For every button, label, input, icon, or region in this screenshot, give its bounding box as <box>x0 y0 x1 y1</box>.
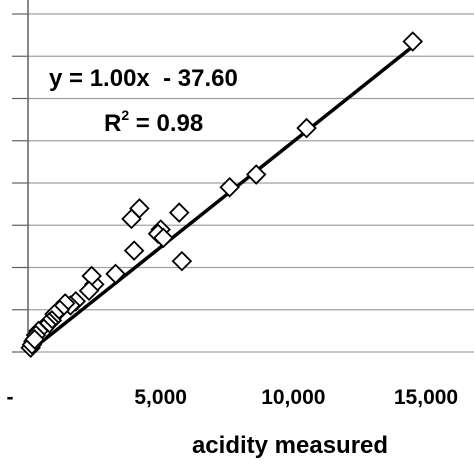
r-squared-label: R2 = 0.98 <box>104 107 203 137</box>
x-axis-tick-labels: - 5,000 10,000 15,000 <box>7 386 459 409</box>
x-axis-title: acidity measured <box>192 432 388 459</box>
data-point <box>121 208 142 230</box>
r-squared-prefix: R <box>104 110 121 137</box>
x-tick-label: - <box>7 386 14 409</box>
data-point <box>219 176 240 198</box>
data-point <box>153 227 174 249</box>
data-point <box>171 250 193 272</box>
data-points <box>20 31 424 359</box>
gridlines <box>28 13 474 353</box>
data-point <box>296 117 317 139</box>
data-point <box>168 202 190 223</box>
data-point <box>78 280 100 302</box>
trendline-line <box>26 45 414 355</box>
data-point <box>123 240 145 261</box>
x-tick-label: 5,000 <box>134 386 187 409</box>
x-tick-label: 15,000 <box>394 386 458 409</box>
data-point <box>245 164 267 185</box>
r-squared-exponent: 2 <box>121 107 129 123</box>
data-point <box>24 329 45 350</box>
data-point <box>402 31 424 52</box>
data-point <box>105 263 126 285</box>
x-tick-label: 10,000 <box>261 386 325 409</box>
trendline-equation: y = 1.00x - 37.60 <box>49 65 238 92</box>
trendline <box>26 45 414 355</box>
r-squared-value: = 0.98 <box>129 110 203 137</box>
